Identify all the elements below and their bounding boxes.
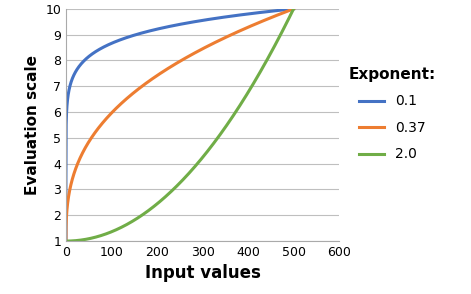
2.0 [68, 239, 74, 243]
Legend: 0.1, 0.37, 2.0: 0.1, 0.37, 2.0 [349, 67, 436, 161]
0.1 [75, 66, 81, 69]
0.37 [251, 23, 256, 27]
0.37 [200, 47, 205, 51]
0.37 [83, 145, 89, 148]
Y-axis label: Evaluation scale: Evaluation scale [24, 55, 40, 195]
0.1 [200, 19, 205, 22]
2.0 [63, 239, 69, 243]
Line: 2.0: 2.0 [66, 9, 293, 241]
0.1 [147, 29, 153, 33]
2.0 [83, 238, 89, 241]
0.1 [63, 239, 69, 243]
2.0 [75, 239, 81, 242]
2.0 [291, 7, 296, 11]
0.1 [68, 81, 74, 84]
2.0 [200, 156, 205, 159]
0.37 [68, 183, 74, 186]
Line: 0.37: 0.37 [66, 9, 293, 241]
0.37 [147, 78, 153, 82]
0.1 [83, 57, 89, 61]
0.37 [75, 161, 81, 164]
0.37 [63, 239, 69, 243]
2.0 [147, 207, 153, 211]
0.1 [251, 11, 256, 15]
Line: 0.1: 0.1 [66, 9, 293, 241]
X-axis label: Input values: Input values [145, 265, 260, 283]
0.1 [291, 7, 296, 11]
0.37 [291, 7, 296, 11]
2.0 [251, 82, 256, 86]
